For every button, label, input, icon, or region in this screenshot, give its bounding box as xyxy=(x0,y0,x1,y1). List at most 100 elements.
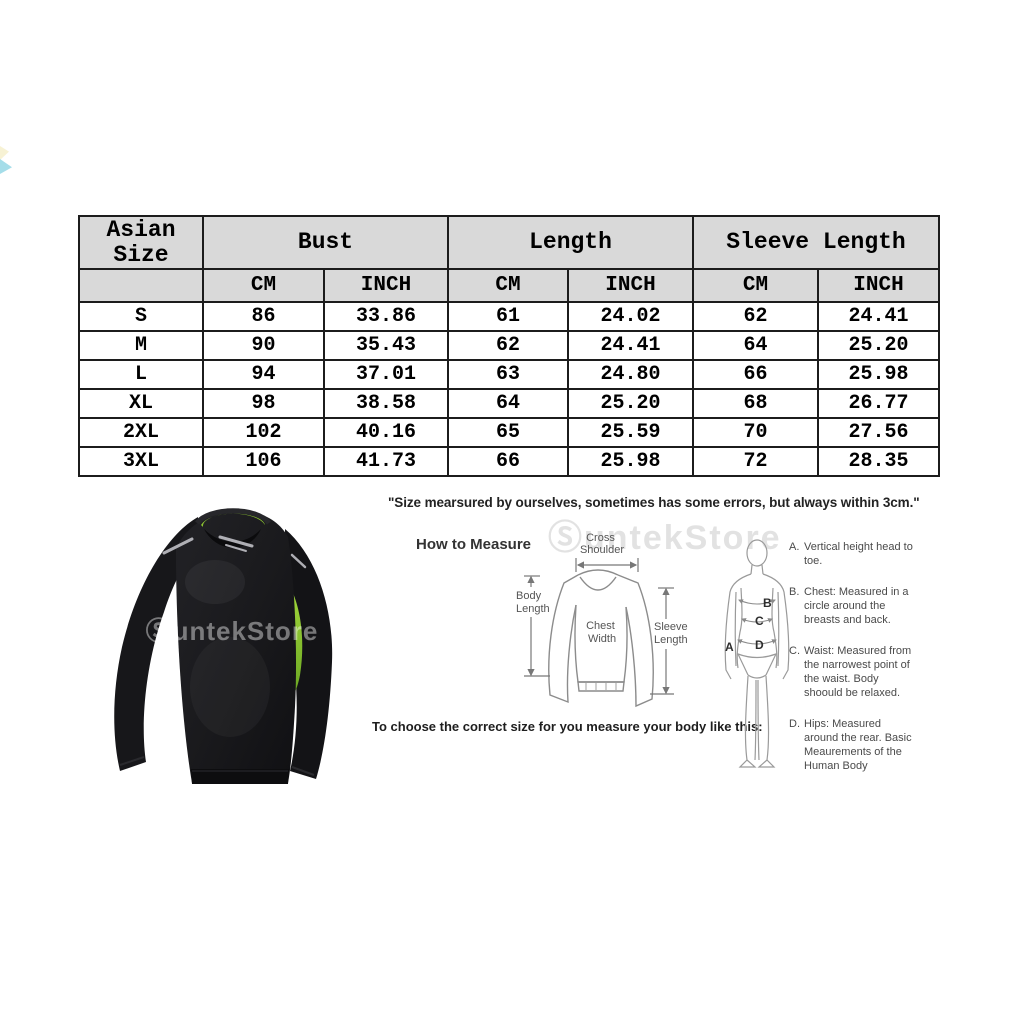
table-cell: 25.20 xyxy=(817,330,941,361)
table-row: L 94 37.01 63 24.80 66 25.98 xyxy=(78,359,941,390)
shirt-left-sleeve xyxy=(114,517,198,771)
table-cell: 24.41 xyxy=(817,301,941,332)
cross-shoulder-label: Cross Shoulder xyxy=(580,532,624,556)
table-cell: L xyxy=(78,359,204,390)
table-cell: 62 xyxy=(692,301,820,332)
note-prefix: A. xyxy=(789,541,800,553)
shirt-collar-rim xyxy=(194,508,272,525)
figure-outline xyxy=(724,539,790,768)
note-d: D. Hips: Measured around the rear. Basic… xyxy=(789,717,917,773)
unit-header: CM xyxy=(692,268,820,303)
figure-measure-arcs xyxy=(737,599,777,645)
note-c: C. Waist: Measured from the narrowest po… xyxy=(789,644,917,700)
table-row: XL 98 38.58 64 25.20 68 26.77 xyxy=(78,388,941,419)
unit-header-empty xyxy=(78,268,204,303)
table-cell: XL xyxy=(78,388,204,419)
figure-label-a: A xyxy=(725,640,734,654)
unit-header: CM xyxy=(202,268,325,303)
body-length-arrow xyxy=(524,575,550,677)
table-cell: 102 xyxy=(202,417,325,448)
edge-artifact-cyan xyxy=(0,159,12,174)
table-cell: 68 xyxy=(692,388,820,419)
note-prefix: C. xyxy=(789,645,800,657)
table-header-row: Asian Size Bust Length Sleeve Length xyxy=(78,215,941,270)
chest-width-label: Chest Width xyxy=(586,620,618,645)
table-row: S 86 33.86 61 24.02 62 24.41 xyxy=(78,301,941,332)
table-cell: 62 xyxy=(447,330,569,361)
table-cell: 98 xyxy=(202,388,325,419)
table-cell: 25.98 xyxy=(566,446,695,477)
col-header-sleeve-length: Sleeve Length xyxy=(692,215,941,270)
left-cuff xyxy=(119,756,145,766)
cross-shoulder-arrow xyxy=(575,558,639,572)
table-cell: 27.56 xyxy=(817,417,941,448)
table-cell: 106 xyxy=(202,446,325,477)
figure-label-d: D xyxy=(755,638,764,652)
measure-notes: A. Vertical height head to toe. B. Chest… xyxy=(789,540,917,790)
reflective-streaks xyxy=(162,535,307,569)
shirt-torso xyxy=(176,510,297,783)
size-table: Asian Size Bust Length Sleeve Length CM … xyxy=(78,215,941,477)
table-cell: 24.41 xyxy=(566,330,695,361)
product-watermark-text: ⓈuntekStore xyxy=(146,616,319,646)
col-header-length: Length xyxy=(446,215,695,270)
table-cell: 66 xyxy=(447,446,569,477)
col-header-asian-size: Asian Size xyxy=(78,215,204,270)
note-text: Vertical height head to toe. xyxy=(804,541,913,567)
highlight xyxy=(185,560,245,604)
col-header-bust: Bust xyxy=(202,215,449,270)
note-text: Waist: Measured from the narrowest point… xyxy=(804,645,912,699)
table-row: 3XL 106 41.73 66 25.98 72 28.35 xyxy=(78,446,941,477)
body-figure-diagram: B C D A xyxy=(724,539,790,768)
table-cell: 40.16 xyxy=(323,417,449,448)
table-cell: 90 xyxy=(202,330,325,361)
note-prefix: B. xyxy=(789,586,800,598)
note-text: Hips: Measured around the rear. Basic Me… xyxy=(804,718,912,772)
note-b: B. Chest: Measured in a circle around th… xyxy=(789,585,917,627)
table-cell: 70 xyxy=(692,417,820,448)
highlight xyxy=(190,637,270,737)
unit-header: INCH xyxy=(323,268,449,303)
table-cell: 72 xyxy=(692,446,820,477)
note-prefix: D. xyxy=(789,718,800,730)
table-cell: 35.43 xyxy=(323,330,449,361)
table-cell: 65 xyxy=(447,417,569,448)
table-cell: 63 xyxy=(447,359,569,390)
table-cell: 25.59 xyxy=(566,417,695,448)
table-cell: S xyxy=(78,301,204,332)
table-cell: 94 xyxy=(202,359,325,390)
edge-artifact-yellow xyxy=(0,146,9,160)
unit-header: CM xyxy=(447,268,569,303)
table-cell: 3XL xyxy=(78,446,204,477)
shirt-right-sleeve xyxy=(285,529,333,779)
table-cell: 64 xyxy=(692,330,820,361)
table-cell: 24.02 xyxy=(566,301,695,332)
unit-header: INCH xyxy=(817,268,941,303)
note-text: Chest: Measured in a circle around the b… xyxy=(804,586,909,626)
body-length-label: Body Length xyxy=(516,590,550,615)
table-row: M 90 35.43 62 24.41 64 25.20 xyxy=(78,330,941,361)
table-cell: 37.01 xyxy=(323,359,449,390)
table-cell: 61 xyxy=(447,301,569,332)
how-to-measure-title: How to Measure xyxy=(416,536,532,553)
table-cell: 25.20 xyxy=(566,388,695,419)
table-row: 2XL 102 40.16 65 25.59 70 27.56 xyxy=(78,417,941,448)
shirt-hem xyxy=(191,769,289,784)
note-a: A. Vertical height head to toe. xyxy=(789,540,917,568)
table-cell: 86 xyxy=(202,301,325,332)
product-photo: ⓈuntekStore xyxy=(114,508,333,784)
table-unit-row: CM INCH CM INCH CM INCH xyxy=(78,268,941,303)
table-cell: 33.86 xyxy=(323,301,449,332)
instruction-text: To choose the correct size for you measu… xyxy=(372,719,763,734)
table-cell: 28.35 xyxy=(817,446,941,477)
shirt-outline xyxy=(548,569,654,708)
figure-label-b: B xyxy=(763,596,772,610)
table-cell: 38.58 xyxy=(323,388,449,419)
unit-header: INCH xyxy=(566,268,695,303)
table-cell: 2XL xyxy=(78,417,204,448)
disclaimer-text: "Size mearsured by ourselves, sometimes … xyxy=(388,495,920,510)
table-cell: 24.80 xyxy=(566,359,695,390)
sleeve-length-label: Sleeve Length xyxy=(654,621,691,646)
sleeve-length-arrow xyxy=(650,587,674,695)
